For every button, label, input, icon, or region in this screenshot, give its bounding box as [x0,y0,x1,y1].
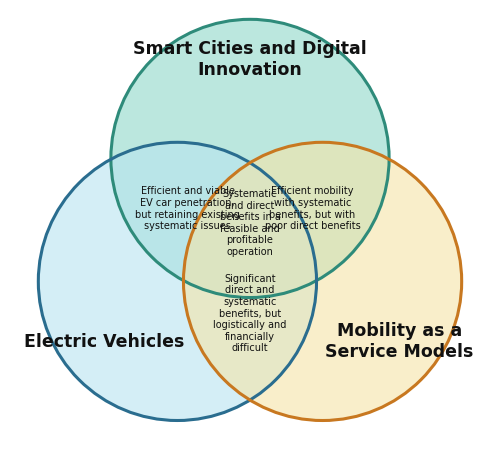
Circle shape [184,142,462,420]
Text: Electric Vehicles: Electric Vehicles [24,333,184,351]
Text: Significant
direct and
systematic
benefits, but
logistically and
financially
dif: Significant direct and systematic benefi… [214,274,286,353]
Text: Mobility as a
Service Models: Mobility as a Service Models [325,322,474,361]
Circle shape [111,19,389,298]
Circle shape [38,142,316,420]
Text: Efficient mobility
with systematic
benefits, but with
poor direct benefits: Efficient mobility with systematic benef… [264,187,360,231]
Text: Systematic
and direct
benefits in a
feasible and
profitable
operation: Systematic and direct benefits in a feas… [220,189,280,257]
Text: Efficient and viable
EV car penetration,
but retaining existing
systematic issue: Efficient and viable EV car penetration,… [135,187,240,231]
Text: Smart Cities and Digital
Innovation: Smart Cities and Digital Innovation [133,40,367,79]
